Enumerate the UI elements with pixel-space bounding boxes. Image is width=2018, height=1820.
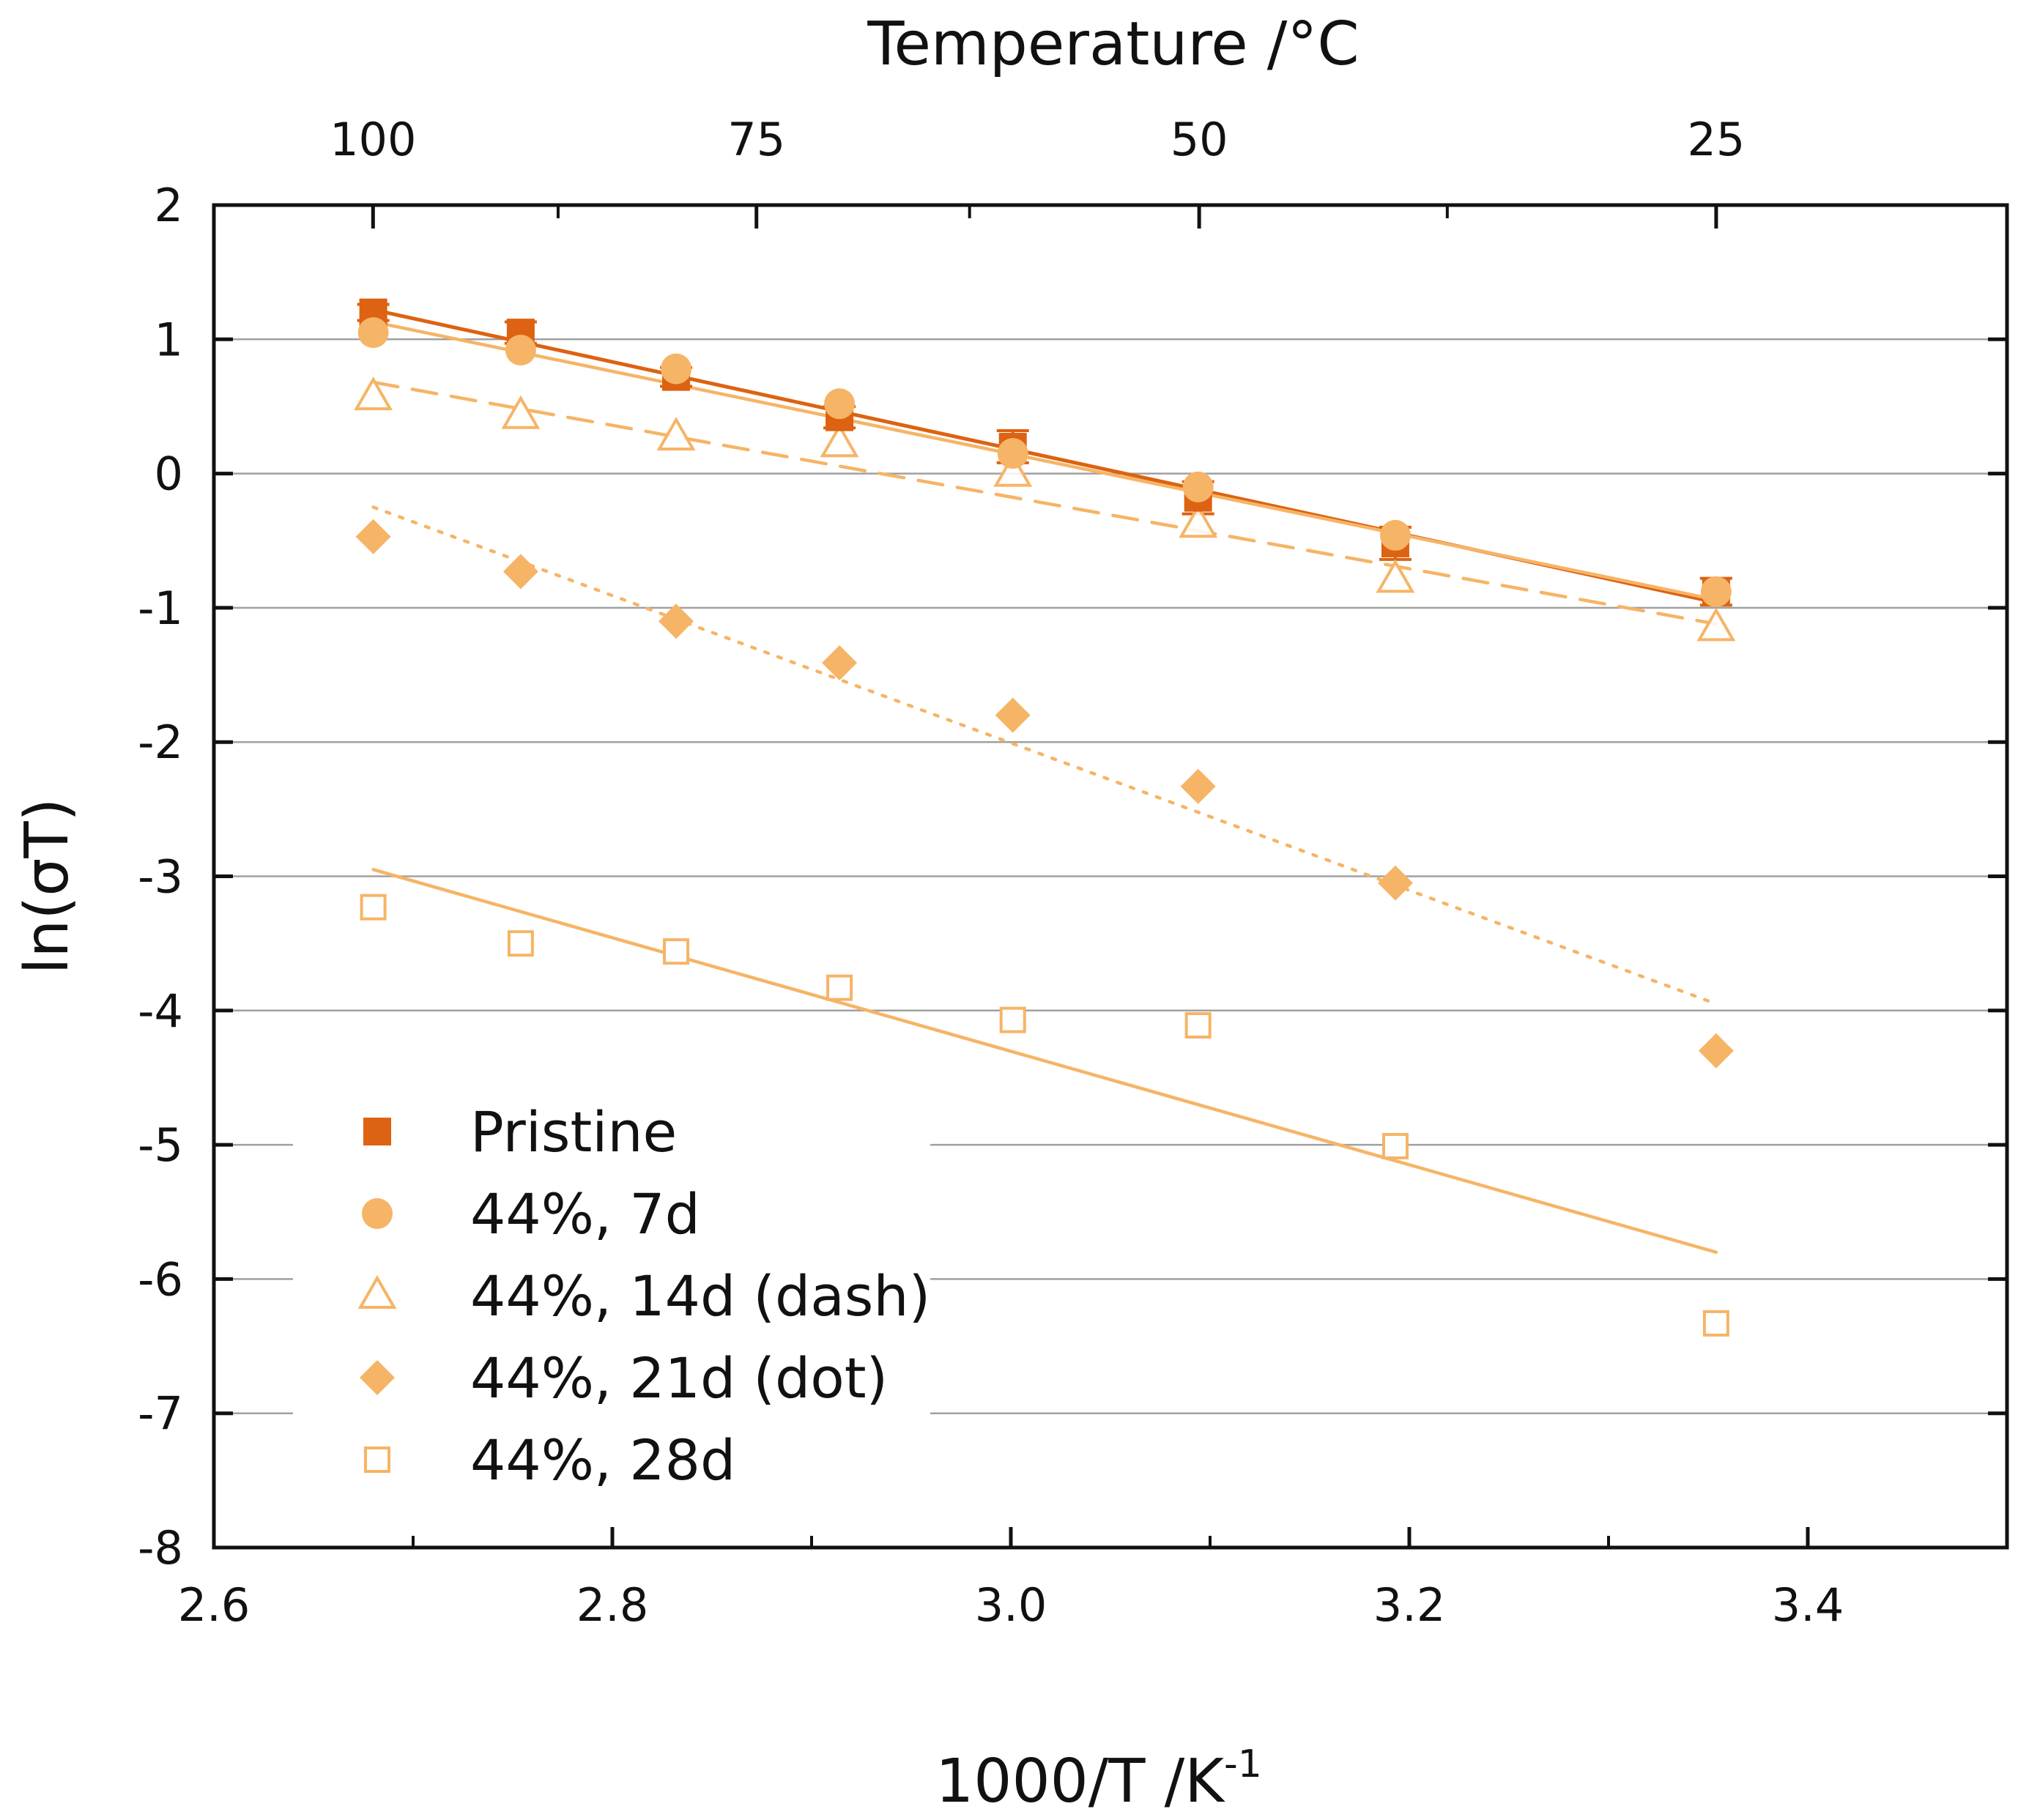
data-point-series-4: [502, 554, 538, 590]
top-tick-label: 50: [1171, 113, 1228, 166]
data-point-series-3: [354, 376, 393, 411]
data-point-series-3: [820, 423, 859, 458]
top-tick-label: 100: [330, 113, 416, 166]
data-point-series-2: [661, 353, 692, 385]
x-tick-label: 2.8: [576, 1578, 649, 1632]
y-tick-label: -3: [138, 850, 183, 904]
y-tick-label: -1: [138, 582, 183, 635]
y-tick-label: -8: [138, 1521, 183, 1575]
axis-ticks: [212, 203, 2008, 1550]
data-point-series-4: [1698, 1033, 1734, 1069]
data-point-series-2: [824, 388, 856, 420]
y-tick-label: -7: [138, 1387, 183, 1441]
legend-label: 44%, 28d: [470, 1427, 735, 1493]
data-point-series-5: [1381, 1132, 1409, 1159]
data-point-series-2: [357, 317, 389, 349]
x-axis-title-superscript: -1: [1224, 1742, 1262, 1786]
data-point-series-2: [1379, 519, 1411, 551]
legend-marker-5: [364, 1446, 390, 1473]
tick-labels: 2 1 0 -1 -2 -3 -4 -5 -6 -7 -82.6 2.8 3.0 3.2 3.4 100 75 5…: [138, 113, 1844, 1632]
legend-marker-2: [362, 1198, 393, 1229]
top-tick-label: 75: [727, 113, 785, 166]
y-tick-label: 0: [155, 447, 183, 501]
y-axis-title: ln(σT): [12, 798, 82, 975]
y-tick-label: -6: [138, 1252, 183, 1306]
data-point-series-5: [826, 974, 853, 1001]
y-tick-label: 1: [155, 313, 183, 366]
data-point-series-5: [999, 1006, 1026, 1033]
data-markers: [354, 298, 1736, 1337]
legend: Pristine 44%, 7d 44%, 14d (dash) 44%, 21d (…: [293, 1091, 930, 1516]
data-point-series-3: [1696, 607, 1736, 642]
x-tick-label: 3.0: [975, 1578, 1047, 1632]
legend-marker-4: [360, 1360, 395, 1395]
fit-line-4: [371, 505, 1718, 1006]
data-point-series-5: [507, 930, 534, 957]
legend-label: 44%, 21d (dot): [470, 1345, 888, 1411]
data-point-series-5: [1702, 1310, 1729, 1337]
data-point-series-3: [501, 395, 541, 429]
data-point-series-2: [1700, 576, 1732, 607]
data-point-series-2: [997, 438, 1028, 469]
data-point-series-4: [355, 519, 391, 554]
legend-label: Pristine: [470, 1099, 677, 1165]
fit-line-2: [371, 320, 1718, 602]
data-point-series-2: [505, 334, 536, 365]
y-tick-label: -5: [138, 1118, 183, 1172]
top-tick-label: 25: [1687, 113, 1745, 166]
data-point-series-5: [1184, 1011, 1212, 1039]
fit-line-5: [371, 868, 1718, 1254]
data-point-series-3: [656, 417, 696, 451]
legend-label: 44%, 14d (dash): [470, 1263, 930, 1329]
legend-background: [293, 1091, 930, 1516]
data-point-series-4: [995, 697, 1031, 733]
y-tick-label: -2: [138, 716, 183, 769]
x-tick-label: 3.4: [1772, 1578, 1844, 1632]
data-point-series-4: [1377, 865, 1413, 901]
legend-marker-1: [363, 1118, 391, 1145]
y-tick-label: 2: [155, 179, 183, 232]
y-tick-label: -4: [138, 984, 183, 1038]
data-point-series-3: [1179, 504, 1218, 538]
x-tick-label: 3.2: [1373, 1578, 1446, 1632]
data-point-series-4: [659, 603, 694, 639]
data-point-series-4: [822, 645, 858, 681]
x-tick-label: 2.6: [178, 1578, 251, 1632]
top-axis-title: Temperature /°C: [867, 10, 1359, 79]
data-point-series-4: [1180, 768, 1216, 804]
x-axis-title: 1000/T /K-1: [935, 1742, 1262, 1816]
legend-label: 44%, 7d: [470, 1181, 700, 1247]
x-axis-title-main: 1000/T /K: [935, 1747, 1225, 1816]
data-point-series-2: [1182, 471, 1214, 502]
fit-line-3: [371, 380, 1718, 626]
data-point-series-5: [360, 894, 387, 921]
data-point-series-5: [663, 938, 690, 965]
fit-lines: [371, 308, 1718, 1254]
data-point-series-3: [1376, 559, 1415, 593]
data-point-series-3: [993, 453, 1033, 487]
legend-marker-3: [357, 1274, 397, 1309]
